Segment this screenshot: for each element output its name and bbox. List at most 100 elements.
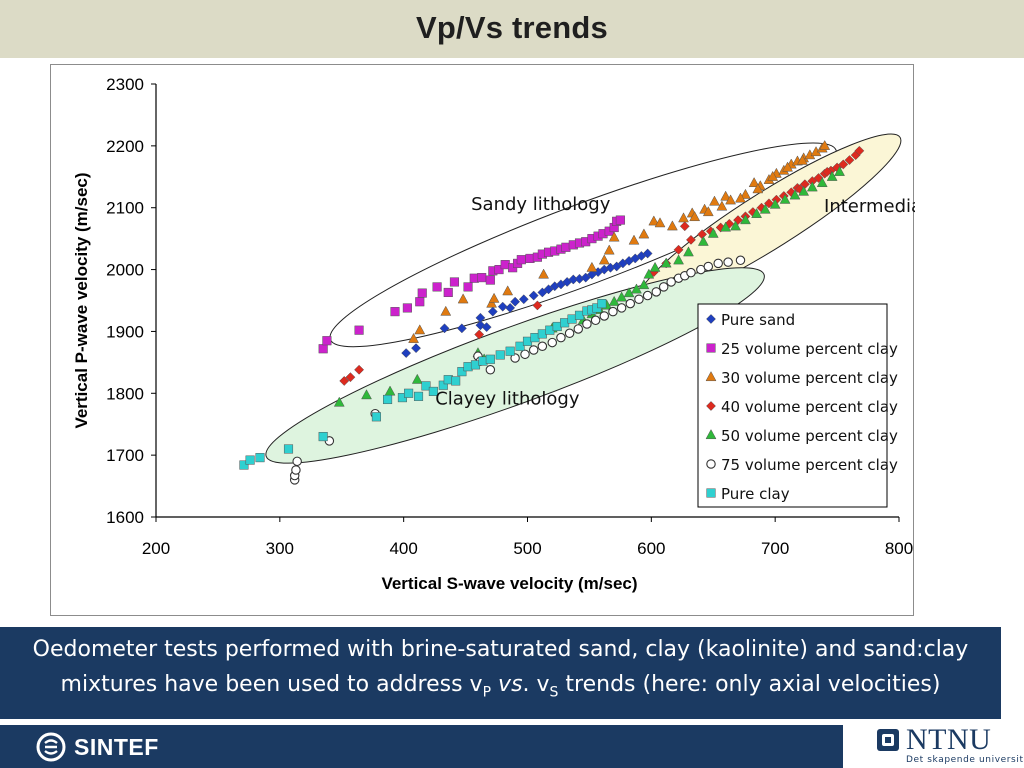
data-point — [283, 444, 294, 454]
data-point — [411, 373, 423, 384]
caption-sub-p: P — [482, 684, 492, 701]
legend-label: 40 volume percent clay — [721, 398, 898, 416]
sintef-logo: SINTEF — [36, 732, 159, 762]
data-point — [354, 364, 365, 375]
caption-post: trends (here: only axial velocities) — [558, 672, 941, 697]
data-point — [789, 189, 801, 200]
data-point — [599, 311, 610, 321]
title-bar: Vp/Vs trends — [0, 0, 1024, 58]
ntnu-logo: NTNU Det skapende universitet — [876, 723, 1024, 768]
data-point — [686, 267, 696, 278]
caption-vs: vs — [498, 672, 523, 697]
data-point — [679, 221, 690, 232]
data-point — [439, 323, 450, 334]
data-point — [440, 305, 452, 316]
caption-line-2: mixtures have been used to address vP vs… — [0, 667, 1001, 710]
data-point — [658, 282, 669, 292]
data-point — [625, 298, 636, 309]
data-point — [586, 261, 598, 272]
legend-marker — [705, 429, 717, 440]
series-0 — [401, 248, 653, 359]
data-point — [432, 282, 442, 292]
data-point — [463, 282, 473, 292]
data-point — [510, 296, 521, 307]
footer-bar — [0, 725, 843, 768]
data-point — [769, 198, 781, 209]
data-point — [510, 353, 520, 363]
data-point — [651, 287, 662, 297]
data-point — [505, 346, 515, 356]
data-point — [616, 303, 627, 313]
legend-label: 25 volume percent clay — [721, 340, 898, 358]
sintef-wordmark: SINTEF — [74, 733, 159, 760]
data-point — [751, 207, 763, 218]
data-point — [438, 380, 448, 390]
data-point — [494, 265, 504, 275]
data-point — [505, 302, 516, 313]
x-tick-label: 400 — [389, 539, 417, 558]
data-point — [720, 190, 732, 201]
data-point — [735, 255, 746, 266]
data-point — [564, 328, 575, 339]
data-point — [816, 177, 828, 188]
data-point — [428, 386, 438, 396]
data-point — [451, 376, 461, 386]
data-point — [497, 301, 508, 312]
data-point — [255, 453, 265, 463]
data-point — [638, 228, 650, 239]
chart-frame: 1600 1700 1800 1900 2000 2100 2200 2300 200 300 40… — [50, 64, 915, 616]
data-point — [488, 292, 500, 303]
data-point — [642, 248, 653, 259]
data-point — [649, 261, 661, 272]
data-point — [748, 177, 760, 188]
data-point — [333, 396, 345, 407]
data-point — [474, 329, 485, 340]
data-point — [623, 287, 635, 298]
data-point — [318, 432, 328, 442]
data-point — [709, 195, 720, 206]
data-point — [528, 290, 539, 301]
data-point — [764, 198, 774, 209]
x-tick-label: 200 — [142, 539, 170, 558]
data-point — [720, 221, 732, 232]
data-point — [590, 315, 601, 326]
data-point — [485, 354, 495, 364]
data-point — [486, 297, 498, 308]
data-point — [608, 306, 618, 317]
y-tick-label: 1800 — [106, 384, 144, 403]
ntnu-wordmark: NTNU — [906, 723, 992, 756]
data-point — [537, 341, 548, 352]
data-point — [779, 193, 791, 204]
data-point — [475, 312, 486, 323]
data-point — [518, 294, 529, 305]
caption-pre: mixtures have been used to address v — [60, 672, 483, 697]
data-point — [615, 215, 625, 225]
data-point — [716, 200, 728, 211]
data-point — [834, 165, 845, 176]
data-point — [487, 306, 498, 317]
data-point — [767, 170, 779, 181]
caption-mid: . v — [522, 672, 550, 697]
data-point — [740, 188, 751, 199]
data-point — [417, 288, 427, 298]
data-point — [582, 319, 592, 329]
data-point — [485, 275, 495, 285]
x-tick-label: 500 — [513, 539, 541, 558]
y-tick-label: 2300 — [106, 75, 144, 94]
data-point — [703, 261, 714, 272]
legend-label: Pure clay — [721, 485, 790, 503]
data-point — [239, 460, 249, 470]
legend-box — [697, 303, 888, 508]
data-point — [806, 181, 818, 192]
clayey-lithology-label: Clayey lithology — [435, 388, 580, 409]
data-point — [686, 234, 696, 245]
data-point — [573, 324, 584, 334]
data-point — [730, 220, 741, 231]
data-point — [683, 246, 694, 257]
data-point — [413, 391, 424, 401]
data-point — [678, 212, 689, 223]
data-point — [725, 194, 737, 205]
data-point — [354, 325, 364, 335]
data-point — [642, 290, 653, 301]
scatter-chart: 1600 1700 1800 1900 2000 2100 2200 2300 200 300 40… — [72, 75, 915, 593]
